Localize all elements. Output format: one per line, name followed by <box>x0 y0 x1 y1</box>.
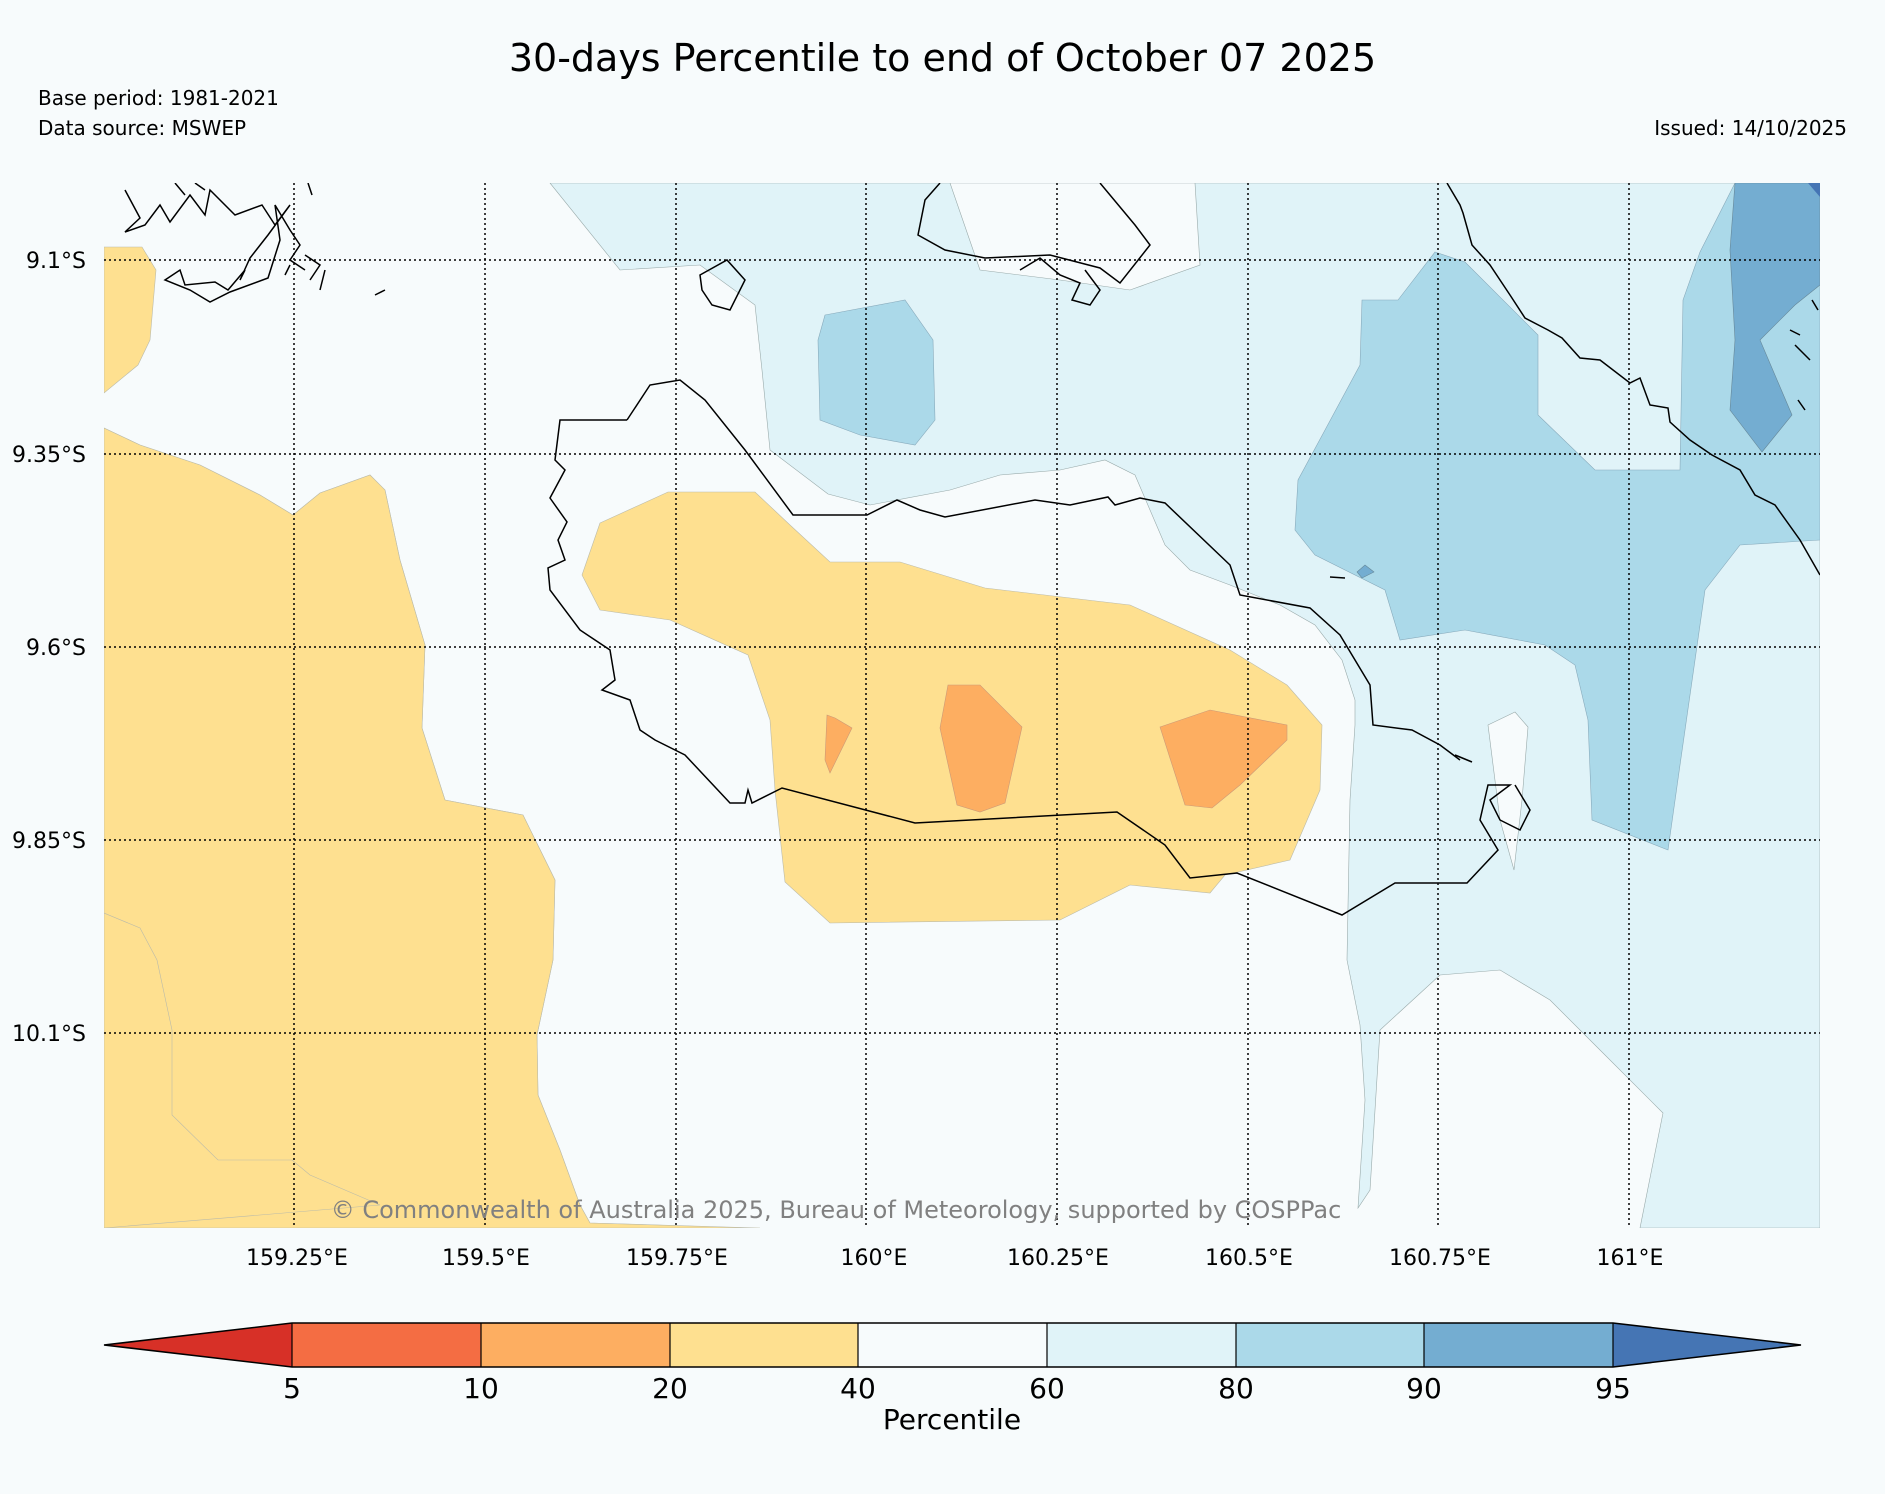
issued-date-text: Issued: 14/10/2025 <box>1654 116 1847 140</box>
data-source-text: Data source: MSWEP <box>38 116 247 140</box>
coastline-florida-islands <box>917 183 1151 285</box>
graticule <box>104 183 1820 1228</box>
lat-label: 9.6°S <box>26 636 86 661</box>
colorbar-segment-80-90 <box>1236 1323 1424 1367</box>
colorbar-tick: 95 <box>1595 1372 1631 1405</box>
coastlines <box>124 183 1820 916</box>
colorbar-tick: 40 <box>840 1372 876 1405</box>
colorbar-tick: 60 <box>1029 1372 1065 1405</box>
colorbar-segment-below-5 <box>104 1323 292 1367</box>
colorbar-label: Percentile <box>883 1403 1021 1436</box>
lat-label: 10.1°S <box>12 1022 86 1047</box>
colorbar-tick: 80 <box>1218 1372 1254 1405</box>
map-title: 30-days Percentile to end of October 07 … <box>508 36 1377 80</box>
colorbar-segment-60-80 <box>1047 1323 1236 1367</box>
colorbar-tick: 10 <box>463 1372 499 1405</box>
lon-label: 160°E <box>841 1246 908 1271</box>
coastline-north-islands-a <box>1019 257 1101 306</box>
contour-95-plus-corner <box>1808 183 1820 197</box>
coastline-nw-islands <box>124 188 306 303</box>
contour-10-20-b <box>939 684 1023 813</box>
lon-label: 161°E <box>1597 1246 1664 1271</box>
copyright-text: © Commonwealth of Australia 2025, Bureau… <box>331 1196 1342 1224</box>
contour-40-60-north-island <box>949 183 1201 291</box>
colorbar-ticks: 5 10 20 40 60 80 90 95 <box>283 1372 1631 1405</box>
contour-fills <box>104 183 1820 1228</box>
colorbar-dividers <box>291 1323 1614 1367</box>
contour-20-40-northwest <box>104 246 157 394</box>
colorbar-segment-90-95 <box>1424 1323 1613 1367</box>
contour-10-20-c <box>1159 709 1288 809</box>
lat-label: 9.1°S <box>26 249 86 274</box>
contour-10-20-a <box>824 714 853 774</box>
coastline-guadalcanal-north <box>626 379 1461 761</box>
lon-label: 160.75°E <box>1389 1246 1491 1271</box>
coastline-guadalcanal <box>547 419 1531 916</box>
lat-labels: 9.1°S 9.35°S 9.6°S 9.85°S 10.1°S <box>12 249 86 1047</box>
colorbar: 5 10 20 40 60 80 90 95 Percentile <box>103 1322 1802 1436</box>
lat-label: 9.85°S <box>12 829 86 854</box>
contour-20-40-west-main <box>104 427 761 1228</box>
base-period-text: Base period: 1981-2021 <box>38 86 279 110</box>
colorbar-segment-5-10 <box>292 1323 481 1367</box>
colorbar-segment-above-95 <box>1613 1323 1801 1367</box>
lat-label: 9.35°S <box>12 443 86 468</box>
coastline-savo <box>699 259 746 311</box>
lon-label: 160.25°E <box>1007 1246 1109 1271</box>
contour-90-95-east <box>1729 183 1820 453</box>
contour-80-90-central <box>1294 183 1820 851</box>
contour-80-90-west <box>817 299 936 446</box>
colorbar-segment-20-40 <box>670 1323 858 1367</box>
coastline-nw-islets <box>174 183 386 296</box>
lon-label: 159.75°E <box>626 1246 728 1271</box>
lon-label: 159.25°E <box>246 1246 348 1271</box>
lon-label: 159.5°E <box>442 1246 530 1271</box>
coastline-malaita <box>1446 183 1820 576</box>
lon-labels: 159.25°E 159.5°E 159.75°E 160°E 160.25°E… <box>246 1246 1663 1271</box>
colorbar-segment-40-60 <box>858 1323 1047 1367</box>
colorbar-segment-10-20 <box>481 1323 670 1367</box>
contour-90-95-dot <box>1356 564 1375 579</box>
colorbar-tick: 5 <box>283 1372 301 1405</box>
colorbar-tick: 90 <box>1406 1372 1442 1405</box>
coastline-east-islets <box>1329 299 1819 763</box>
contour-20-40-west-strip <box>104 912 381 1228</box>
lon-label: 160.5°E <box>1205 1246 1293 1271</box>
colorbar-tick: 20 <box>652 1372 688 1405</box>
